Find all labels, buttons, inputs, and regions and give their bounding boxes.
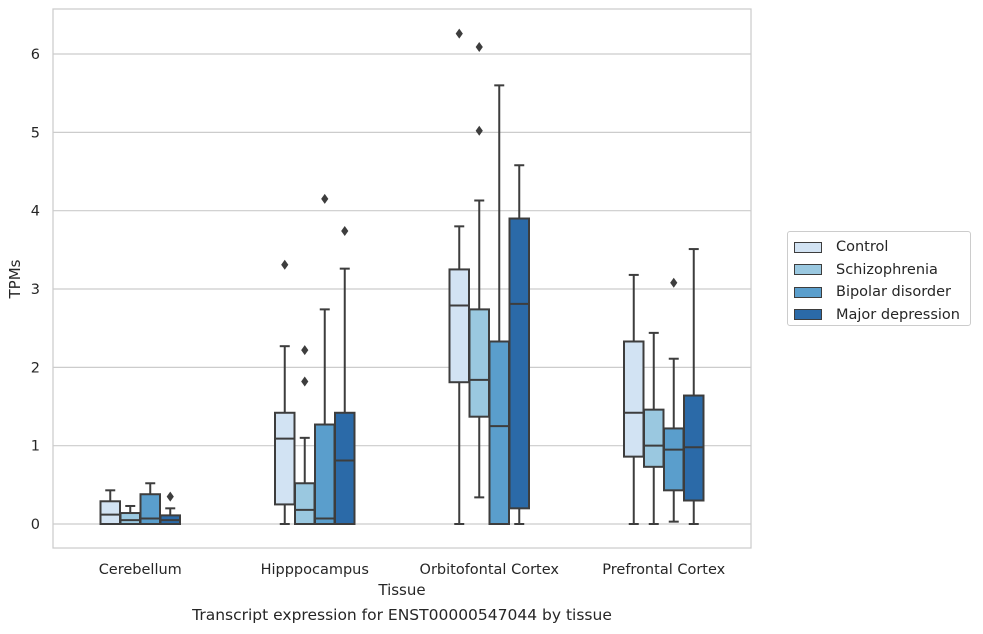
outlier-point — [670, 277, 678, 288]
outlier-point — [341, 226, 349, 237]
legend-swatch-schizophrenia — [794, 264, 822, 276]
legend: Control Schizophrenia Bipolar disorder M… — [787, 231, 971, 326]
y-axis-ticks: 0 1 2 3 4 5 6 — [31, 47, 40, 533]
outlier-point — [166, 491, 174, 502]
outlier-point — [281, 259, 289, 270]
legend-swatch-bipolar-disorder — [794, 286, 822, 298]
x-axis-label: Tissue — [377, 581, 425, 599]
outlier-point — [301, 376, 309, 387]
x-axis-ticks: Cerebellum Hipppocampus Orbitofontal Corte… — [99, 562, 726, 578]
legend-swatch-control — [794, 241, 822, 253]
x-tick-label: Cerebellum — [99, 562, 182, 578]
legend-label-major-depression: Major depression — [836, 306, 960, 323]
box — [274, 411, 296, 506]
box — [623, 340, 645, 458]
outlier-point — [475, 125, 483, 136]
legend-item-schizophrenia: Schizophrenia — [794, 259, 970, 282]
y-tick-label: 6 — [31, 47, 40, 63]
y-tick-label: 1 — [31, 439, 40, 455]
legend-label-bipolar-disorder: Bipolar disorder — [836, 284, 951, 301]
box — [119, 512, 141, 526]
y-tick-label: 5 — [31, 125, 40, 141]
outlier-point — [301, 345, 309, 356]
y-tick-label: 4 — [31, 204, 40, 220]
outlier-point — [455, 28, 463, 39]
box — [314, 423, 336, 526]
outlier-point — [475, 41, 483, 52]
legend-swatch-major-depression — [794, 309, 822, 321]
legend-label-control: Control — [836, 239, 889, 256]
legend-item-control: Control — [794, 236, 970, 259]
legend-item-bipolar-disorder: Bipolar disorder — [794, 281, 970, 304]
y-tick-label: 0 — [31, 517, 40, 533]
box — [139, 493, 161, 525]
legend-item-major-depression: Major depression — [794, 304, 970, 327]
box — [294, 482, 316, 526]
box — [99, 500, 121, 526]
box — [508, 217, 530, 510]
box — [468, 308, 490, 418]
legend-label-schizophrenia: Schizophrenia — [836, 261, 938, 278]
y-tick-label: 2 — [31, 360, 40, 376]
box-series — [99, 28, 705, 526]
x-tick-label: Prefrontal Cortex — [602, 562, 725, 578]
box — [663, 427, 685, 492]
y-tick-label: 3 — [31, 282, 40, 298]
x-tick-label: Hipppocampus — [261, 562, 369, 578]
outlier-point — [321, 193, 329, 204]
chart-caption: Transcript expression for ENST0000054704… — [192, 606, 612, 624]
y-axis-label: TPMs — [6, 259, 24, 299]
box — [488, 340, 510, 525]
x-tick-label: Orbitofontal Cortex — [420, 562, 560, 578]
box — [334, 411, 356, 525]
box — [643, 408, 665, 468]
box — [448, 268, 470, 384]
